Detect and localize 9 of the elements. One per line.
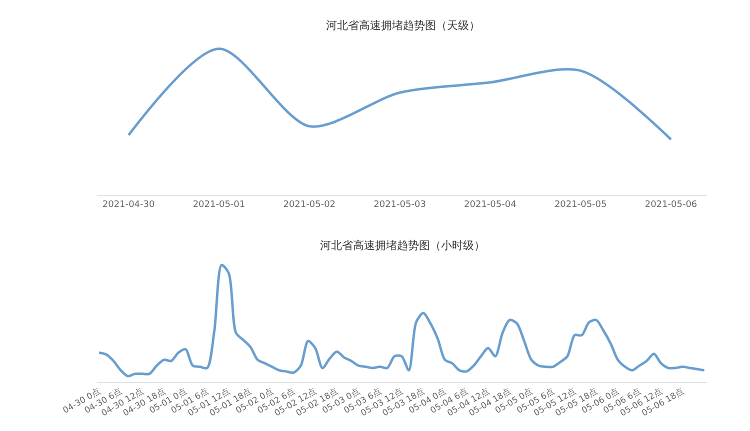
x-tick-label: 2021-05-03 — [374, 200, 426, 210]
chart-title: 河北省高速拥堵趋势图（天级） — [326, 19, 480, 32]
x-tick-label: 2021-05-01 — [192, 200, 246, 210]
x-tick-label: 2021-05-04 — [464, 200, 517, 210]
chart-title: 河北省高速拥堵趋势图（小时级） — [320, 239, 485, 252]
x-tick-label: 2021-04-30 — [102, 200, 155, 210]
x-tick-label: 2021-05-02 — [283, 200, 336, 210]
x-tick-label: 2021-05-05 — [554, 200, 607, 210]
x-tick-label: 2021-05-06 — [644, 200, 698, 210]
